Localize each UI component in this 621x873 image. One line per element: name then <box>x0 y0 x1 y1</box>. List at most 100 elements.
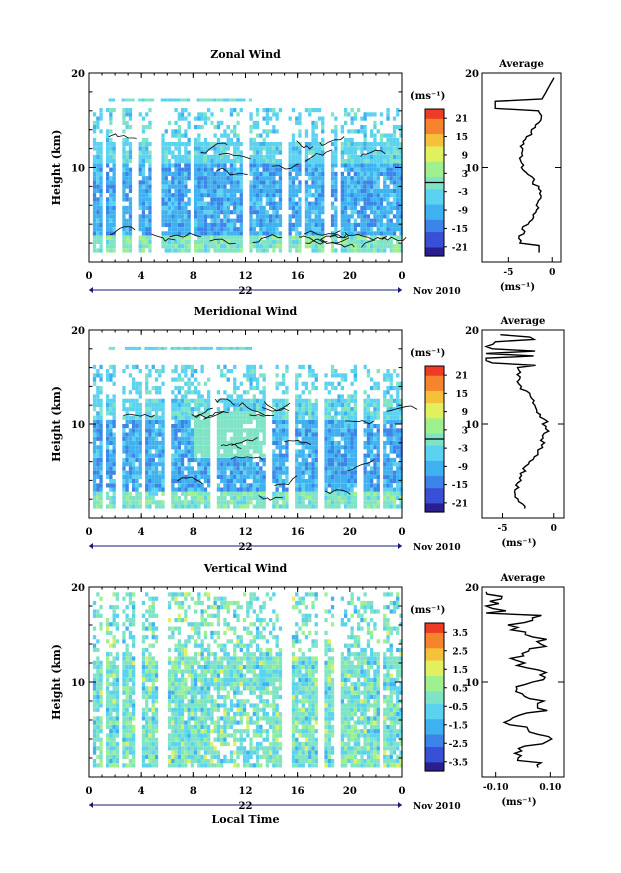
heatmap-cell <box>317 244 322 249</box>
heatmap-cell <box>106 724 110 729</box>
heatmap-cell <box>278 504 283 509</box>
heatmap-cell <box>311 369 315 374</box>
heatmap-cell <box>262 432 266 437</box>
heatmap-cell <box>106 677 110 682</box>
heatmap-cell <box>386 440 390 446</box>
heatmap-cell <box>92 180 97 185</box>
heatmap-cell <box>128 171 133 176</box>
heatmap-cell <box>340 470 344 475</box>
heatmap-cell <box>252 466 256 471</box>
heatmap-cell <box>386 483 390 488</box>
heatmap-cell <box>213 150 217 155</box>
heatmap-cell <box>177 214 181 219</box>
heatmap-cell <box>154 483 159 488</box>
heatmap-cell <box>278 440 283 446</box>
heatmap-cell <box>200 239 204 244</box>
heatmap-cell <box>347 205 351 210</box>
heatmap-cell <box>311 133 315 138</box>
heatmap-cell <box>301 462 305 467</box>
heatmap-cell <box>210 239 214 244</box>
heatmap-cell <box>386 407 390 412</box>
heatmap-cell <box>132 483 136 488</box>
heatmap-cell <box>298 218 302 223</box>
heatmap-cell <box>161 171 165 176</box>
heatmap-cell <box>138 218 142 223</box>
heatmap-cell <box>370 222 374 227</box>
heatmap-cell <box>112 445 116 450</box>
heatmap-cell <box>321 193 325 198</box>
heatmap-cell <box>304 227 309 232</box>
heatmap-cell <box>392 125 397 130</box>
heatmap-cell <box>220 419 224 424</box>
heatmap-cell <box>141 146 146 151</box>
heatmap-cell <box>314 487 318 492</box>
heatmap-cell <box>311 436 315 441</box>
heatmap-cell <box>239 495 243 501</box>
heatmap-cell <box>301 474 305 479</box>
heatmap-cell <box>301 495 305 501</box>
heatmap-cell <box>295 239 299 244</box>
heatmap-cell <box>194 398 198 403</box>
heatmap-cell <box>353 424 357 429</box>
heatmap-cell <box>194 453 198 458</box>
heatmap-cell <box>259 197 263 202</box>
heatmap-cell <box>392 167 397 172</box>
heatmap-cell <box>285 474 289 479</box>
heatmap-cell <box>112 707 116 712</box>
heatmap-cell <box>216 210 221 215</box>
heatmap-cell <box>304 218 309 223</box>
heatmap-cell <box>386 176 390 181</box>
heatmap-cell <box>148 108 152 113</box>
heatmap-cell <box>96 248 100 253</box>
heatmap-cell <box>92 137 97 142</box>
heatmap-cell <box>138 188 142 193</box>
heatmap-cell <box>148 491 152 496</box>
heatmap-cell <box>112 592 116 597</box>
heatmap-cell <box>376 154 380 159</box>
heatmap-cell <box>252 235 256 240</box>
heatmap-cell <box>262 239 266 244</box>
heatmap-cell <box>213 176 217 181</box>
contour-line <box>258 495 283 501</box>
heatmap-cell <box>386 137 390 142</box>
heatmap-cell <box>304 453 309 458</box>
heatmap-cell <box>396 125 400 130</box>
heatmap-cell <box>275 436 279 441</box>
colorbar-tick-label: 3 <box>462 170 468 180</box>
heatmap-cell <box>330 171 335 176</box>
heatmap-cell <box>272 474 276 479</box>
heatmap-cell <box>148 470 152 475</box>
heatmap-cell <box>233 364 237 369</box>
heatmap-cell <box>187 154 191 159</box>
heatmap-cell <box>226 180 230 185</box>
heatmap-cell <box>226 167 230 172</box>
heatmap-cell <box>200 457 204 463</box>
heatmap-cell <box>363 188 367 193</box>
heatmap-cell <box>138 167 142 172</box>
heatmap-cell <box>171 184 175 189</box>
heatmap-cell <box>269 167 273 172</box>
heatmap-cell <box>226 398 230 403</box>
heatmap-cell <box>311 222 315 227</box>
heatmap-cell <box>112 142 116 147</box>
heatmap-cell <box>226 394 230 399</box>
heatmap-cell <box>344 167 348 172</box>
heatmap-cell <box>357 235 361 240</box>
heatmap-cell <box>164 150 168 155</box>
heatmap-cell <box>180 227 185 232</box>
heatmap-cell <box>344 146 348 151</box>
heatmap-cell <box>194 407 198 412</box>
colorbar-swatch <box>425 142 444 147</box>
heatmap-cell <box>344 377 348 382</box>
heatmap-cell <box>344 120 348 125</box>
heatmap-cell <box>262 231 266 236</box>
heatmap-cell <box>396 222 400 227</box>
heatmap-cell <box>229 244 234 249</box>
heatmap-cell <box>125 193 129 198</box>
heatmap-cell <box>154 428 159 433</box>
heatmap-cell <box>197 428 201 433</box>
heatmap-cell <box>366 184 371 189</box>
heatmap-cell <box>363 440 367 446</box>
heatmap-cell <box>184 146 188 151</box>
heatmap-cell <box>187 171 191 176</box>
